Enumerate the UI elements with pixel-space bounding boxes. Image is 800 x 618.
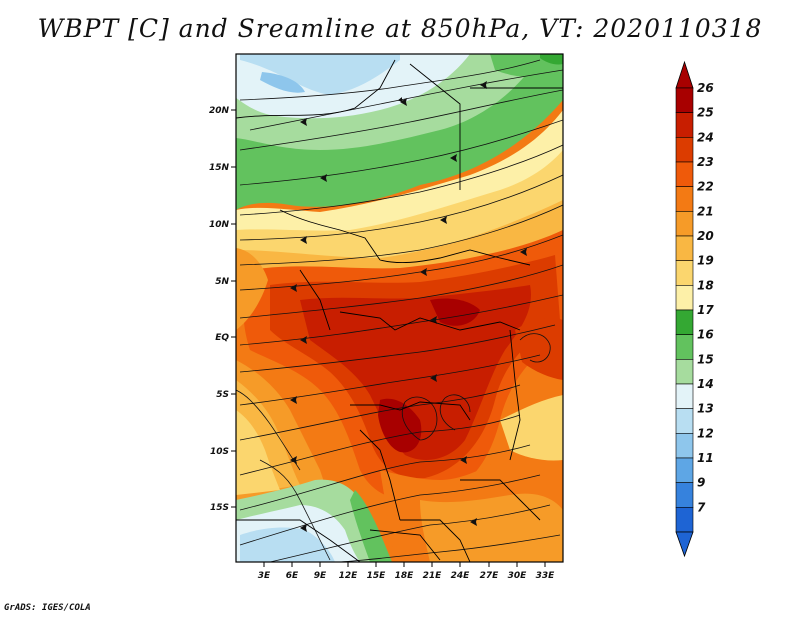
- lon-label-27e: 27E: [480, 571, 500, 581]
- lat-label-5n: 5N: [215, 277, 229, 287]
- colorbar: 26 25 24 23 22 21 20 19 18 17 16 15 14 13 12 11 9 7: [675, 60, 714, 558]
- colorbar-swatch: [675, 457, 694, 483]
- lat-label-eq: EQ: [215, 333, 229, 343]
- colorbar-label: 18: [697, 278, 714, 292]
- lon-label-21e: 21E: [423, 571, 443, 581]
- colorbar-swatch: [675, 211, 694, 237]
- colorbar-label: 20: [697, 229, 714, 243]
- colorbar-label: 19: [697, 254, 714, 268]
- streamlines: [236, 59, 563, 562]
- lon-label-15e: 15E: [367, 571, 387, 581]
- colorbar-swatch: [675, 137, 694, 163]
- colorbar-label: 9: [697, 476, 705, 490]
- colorbar-swatch: [675, 235, 694, 261]
- colorbar-swatch: [675, 482, 694, 508]
- lon-label-33e: 33E: [536, 571, 556, 581]
- colorbar-swatch: [675, 112, 694, 138]
- colorbar-label: 14: [697, 377, 714, 391]
- lat-label-15n: 15N: [209, 163, 230, 173]
- colorbar-label: 16: [697, 328, 714, 342]
- lat-label-10s: 10S: [210, 447, 229, 457]
- lon-label-9e: 9E: [314, 571, 327, 581]
- colorbar-swatch: [675, 161, 694, 187]
- map-title: WBPT [C] and Sreamline at 850hPa, VT: 20…: [37, 14, 763, 43]
- lat-label-15s: 15S: [210, 503, 229, 513]
- colorbar-swatch: [675, 433, 694, 459]
- colorbar-swatch: [675, 507, 694, 533]
- colorbar-label: 24: [697, 130, 714, 144]
- lat-label-20n: 20N: [209, 106, 230, 116]
- map-frame: [235, 53, 564, 563]
- colorbar-label: 26: [697, 81, 714, 95]
- colorbar-swatch: [675, 309, 694, 335]
- lon-label-24e: 24E: [451, 571, 471, 581]
- colorbar-swatch: [675, 285, 694, 311]
- lon-label-30e: 30E: [508, 571, 528, 581]
- lat-label-5s: 5S: [216, 390, 229, 400]
- wbpt-field: [236, 54, 563, 562]
- colorbar-label: 12: [697, 426, 714, 440]
- colorbar-label: 21: [697, 204, 714, 218]
- colorbar-label: 22: [697, 180, 714, 194]
- colorbar-swatch: [675, 260, 694, 286]
- lat-label-10n: 10N: [209, 220, 230, 230]
- colorbar-label: 17: [697, 303, 714, 317]
- lon-label-12e: 12E: [339, 571, 359, 581]
- colorbar-label: 23: [697, 155, 714, 169]
- colorbar-swatch: [675, 87, 694, 113]
- lon-label-18e: 18E: [395, 571, 415, 581]
- colorbar-label: 7: [697, 500, 706, 514]
- colorbar-swatch: [675, 383, 694, 409]
- colorbar-label: 15: [697, 352, 714, 366]
- lon-label-3e: 3E: [258, 571, 271, 581]
- colorbar-bottom-arrow: [675, 531, 694, 558]
- lat-ticks: [231, 109, 236, 508]
- colorbar-swatch: [675, 186, 694, 212]
- colorbar-label: 11: [697, 451, 714, 465]
- colorbar-label: 13: [697, 402, 714, 416]
- colorbar-label: 25: [697, 106, 714, 120]
- colorbar-swatch: [675, 334, 694, 360]
- colorbar-top-arrow: [675, 60, 694, 89]
- grads-credit: GrADS: IGES/COLA: [4, 603, 91, 613]
- country-borders: [236, 59, 563, 562]
- lon-label-6e: 6E: [286, 571, 299, 581]
- colorbar-swatch: [675, 408, 694, 434]
- lon-ticks: [263, 562, 546, 567]
- streamline-arrows: [290, 81, 527, 532]
- colorbar-swatch: [675, 359, 694, 385]
